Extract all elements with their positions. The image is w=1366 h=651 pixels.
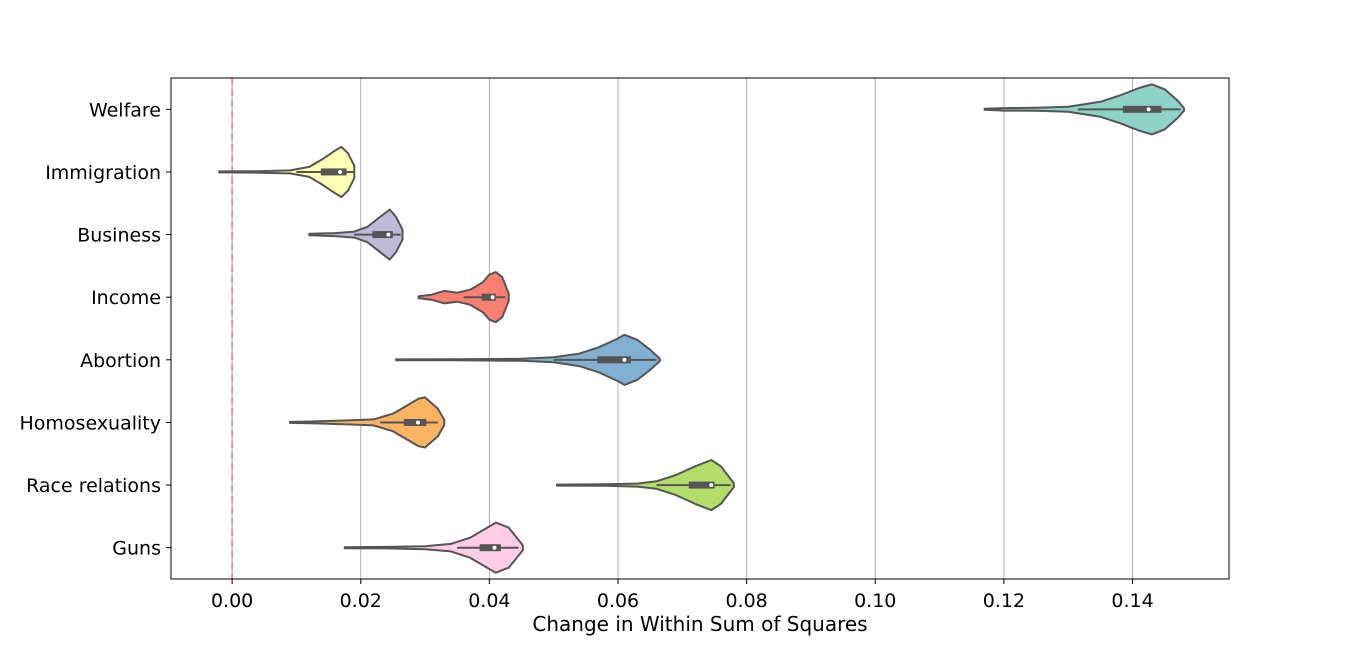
y-tick-label: Welfare	[89, 99, 161, 121]
violin-median-dot	[338, 169, 343, 174]
x-axis-label: Change in Within Sum of Squares	[532, 612, 867, 636]
plot-frame	[170, 77, 1230, 580]
x-tick-label: 0.02	[340, 590, 382, 612]
x-axis-ticks: 0.00 0.02 0.04 0.06 0.08 0.10 0.12 0.14	[211, 579, 1154, 612]
x-tick-label: 0.14	[1111, 590, 1153, 612]
violin-iqr-box	[688, 481, 715, 489]
y-tick-label: Business	[77, 225, 161, 247]
grid-lines	[231, 78, 1134, 579]
y-tick-label: Income	[91, 287, 161, 309]
x-tick-label: 0.12	[983, 590, 1025, 612]
violin-iqr-box	[597, 356, 631, 364]
violin-median-dot	[1146, 107, 1151, 112]
violin-median-dot	[709, 483, 714, 488]
y-axis-ticks: Welfare Immigration Business Income Abortion…	[20, 99, 171, 560]
x-tick-label: 0.08	[725, 590, 767, 612]
violin-median-dot	[492, 545, 497, 550]
y-tick-label: Immigration	[45, 162, 161, 184]
y-tick-label: Abortion	[80, 350, 161, 372]
y-tick-label: Guns	[112, 538, 161, 560]
violin-median-dot	[622, 357, 627, 362]
x-tick-label: 0.10	[854, 590, 896, 612]
violin-race-relations	[555, 459, 735, 512]
violin-median-dot	[415, 420, 420, 425]
y-tick-label: Homosexuality	[20, 412, 161, 434]
violin-homosexuality	[289, 396, 446, 449]
violin-abortion	[395, 333, 661, 386]
violin-iqr-box	[1122, 105, 1162, 113]
y-tick-label: Race relations	[26, 475, 161, 497]
violin-iqr-box	[403, 418, 427, 426]
violin-median-dot	[490, 295, 495, 300]
x-tick-label: 0.06	[597, 590, 639, 612]
violin-median-dot	[386, 232, 391, 237]
x-tick-label: 0.04	[468, 590, 510, 612]
violin-guns	[343, 521, 524, 574]
violin-iqr-box	[481, 293, 496, 301]
violin-iqr-box	[320, 168, 347, 176]
x-tick-label: 0.00	[211, 590, 253, 612]
violin-iqr-box	[479, 544, 501, 552]
violin-immigration	[218, 145, 356, 198]
violin-iqr-box	[372, 231, 393, 239]
violins	[218, 83, 1185, 574]
